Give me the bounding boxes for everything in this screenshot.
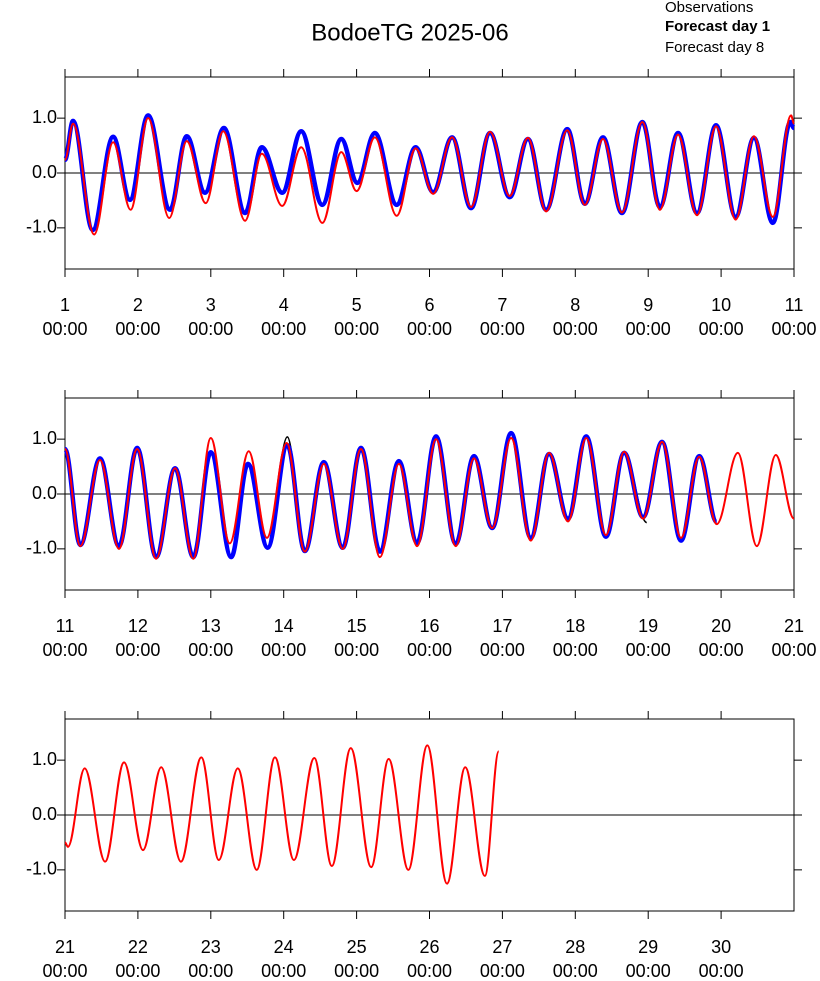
x-tick-time-label: 00:00 — [553, 640, 598, 660]
x-tick-time-label: 00:00 — [188, 961, 233, 981]
x-tick-label: 30 — [711, 937, 731, 957]
x-tick-time-label: 00:00 — [626, 640, 671, 660]
x-tick-label: 10 — [711, 295, 731, 315]
series-line — [64, 437, 795, 560]
x-tick-label: 9 — [643, 295, 653, 315]
x-tick-time-label: 00:00 — [261, 319, 306, 339]
x-tick-time-label: 00:00 — [188, 319, 233, 339]
x-tick-time-label: 00:00 — [626, 319, 671, 339]
x-tick-label: 5 — [352, 295, 362, 315]
x-tick-time-label: 00:00 — [699, 961, 744, 981]
x-tick-time-label: 00:00 — [115, 640, 160, 660]
x-tick-time-label: 00:00 — [334, 319, 379, 339]
x-tick-time-label: 00:00 — [407, 640, 452, 660]
x-tick-time-label: 00:00 — [480, 640, 525, 660]
x-tick-label: 25 — [347, 937, 367, 957]
x-tick-label: 15 — [347, 616, 367, 636]
y-tick-label: -1.0 — [26, 538, 57, 558]
y-tick-label: 1.0 — [32, 428, 57, 448]
x-tick-label: 1 — [60, 295, 70, 315]
x-tick-label: 7 — [497, 295, 507, 315]
x-tick-label: 20 — [711, 616, 731, 636]
x-tick-time-label: 00:00 — [699, 319, 744, 339]
x-tick-time-label: 00:00 — [42, 961, 87, 981]
y-tick-label: 0.0 — [32, 483, 57, 503]
x-tick-label: 2 — [133, 295, 143, 315]
x-tick-time-label: 00:00 — [626, 961, 671, 981]
x-tick-label: 16 — [419, 616, 439, 636]
x-tick-time-label: 00:00 — [699, 640, 744, 660]
x-tick-time-label: 00:00 — [115, 961, 160, 981]
legend-entry: Observations — [665, 0, 753, 16]
x-tick-time-label: 00:00 — [115, 319, 160, 339]
x-tick-time-label: 00:00 — [771, 319, 816, 339]
x-tick-label: 13 — [201, 616, 221, 636]
y-tick-label: -1.0 — [26, 859, 57, 879]
x-tick-time-label: 00:00 — [261, 961, 306, 981]
x-tick-label: 3 — [206, 295, 216, 315]
x-tick-label: 24 — [274, 937, 294, 957]
x-tick-label: 8 — [570, 295, 580, 315]
x-tick-label: 21 — [784, 616, 804, 636]
x-tick-time-label: 00:00 — [480, 961, 525, 981]
x-tick-time-label: 00:00 — [42, 319, 87, 339]
x-tick-time-label: 00:00 — [771, 640, 816, 660]
y-tick-label: 1.0 — [32, 107, 57, 127]
x-tick-label: 4 — [279, 295, 289, 315]
x-tick-time-label: 00:00 — [334, 640, 379, 660]
x-tick-label: 11 — [785, 295, 804, 315]
x-tick-label: 17 — [492, 616, 512, 636]
x-tick-label: 29 — [638, 937, 658, 957]
x-tick-label: 18 — [565, 616, 585, 636]
x-tick-label: 14 — [274, 616, 294, 636]
x-tick-time-label: 00:00 — [553, 961, 598, 981]
y-tick-label: 0.0 — [32, 804, 57, 824]
x-tick-time-label: 00:00 — [42, 640, 87, 660]
x-tick-label: 22 — [128, 937, 148, 957]
chart-title: BodoeTG 2025-06 — [311, 19, 508, 46]
x-tick-label: 26 — [419, 937, 439, 957]
x-tick-time-label: 00:00 — [553, 319, 598, 339]
x-tick-time-label: 00:00 — [407, 961, 452, 981]
series-line — [64, 114, 795, 236]
x-tick-label: 28 — [565, 937, 585, 957]
x-tick-label: 12 — [128, 616, 148, 636]
series-line — [64, 744, 500, 885]
legend-entry: Forecast day 8 — [665, 39, 764, 56]
y-tick-label: -1.0 — [26, 217, 57, 237]
x-tick-time-label: 00:00 — [188, 640, 233, 660]
x-tick-time-label: 00:00 — [261, 640, 306, 660]
x-tick-label: 21 — [55, 937, 75, 957]
x-tick-label: 6 — [424, 295, 434, 315]
x-tick-label: 11 — [56, 616, 75, 636]
x-tick-label: 23 — [201, 937, 221, 957]
x-tick-label: 27 — [492, 937, 512, 957]
x-tick-label: 19 — [638, 616, 658, 636]
y-tick-label: 1.0 — [32, 749, 57, 769]
y-tick-label: 0.0 — [32, 162, 57, 182]
legend-entry: Forecast day 1 — [665, 18, 770, 35]
x-tick-time-label: 00:00 — [407, 319, 452, 339]
x-tick-time-label: 00:00 — [334, 961, 379, 981]
x-tick-time-label: 00:00 — [480, 319, 525, 339]
